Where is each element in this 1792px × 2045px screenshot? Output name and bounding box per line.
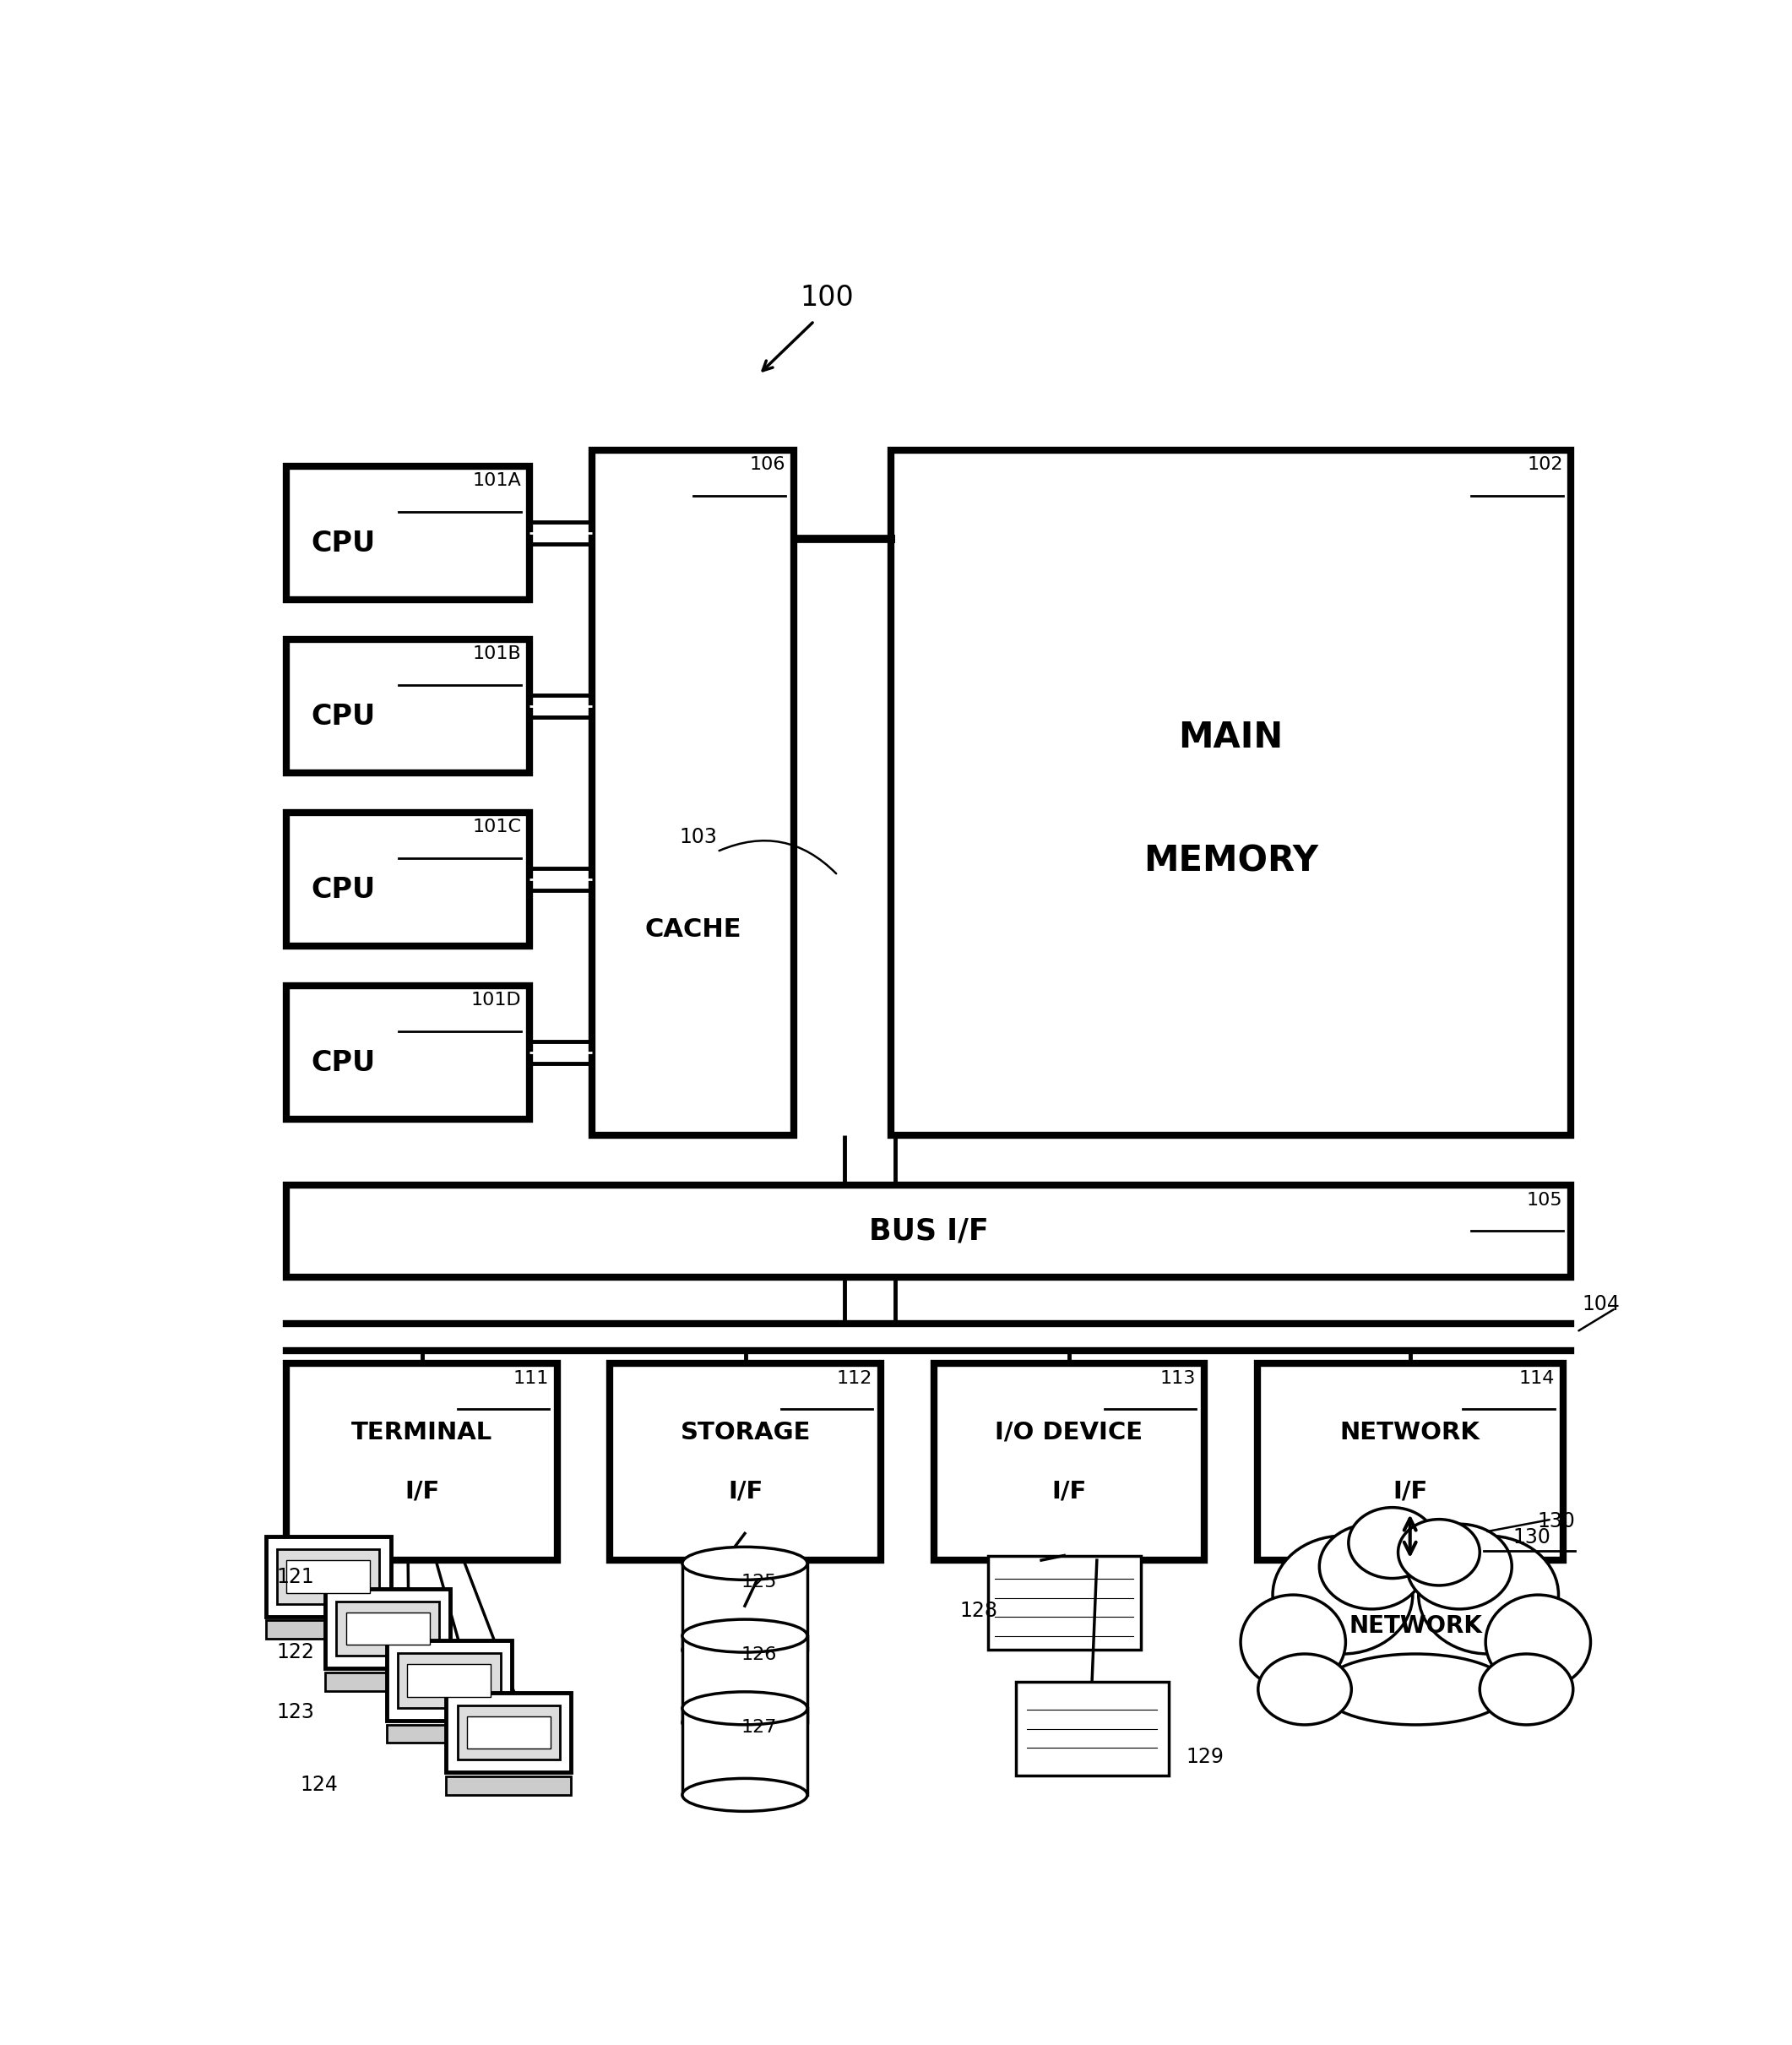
Ellipse shape <box>683 1779 806 1812</box>
Ellipse shape <box>683 1634 806 1667</box>
Bar <box>287 986 530 1119</box>
Bar <box>609 1364 882 1560</box>
Text: CPU: CPU <box>312 530 376 558</box>
Bar <box>683 1636 806 1722</box>
Bar <box>287 466 530 599</box>
Bar <box>398 1652 500 1708</box>
Bar <box>326 1589 450 1669</box>
Ellipse shape <box>1272 1536 1412 1654</box>
Ellipse shape <box>683 1691 806 1724</box>
Bar <box>457 1706 561 1761</box>
Bar <box>683 1562 806 1650</box>
Text: 130: 130 <box>1538 1511 1575 1532</box>
Text: CPU: CPU <box>312 1049 376 1078</box>
Ellipse shape <box>683 1620 806 1652</box>
Bar <box>326 1673 450 1691</box>
Ellipse shape <box>1480 1654 1573 1724</box>
Bar <box>265 1620 391 1638</box>
Ellipse shape <box>1398 1519 1480 1585</box>
Text: 122: 122 <box>276 1642 315 1663</box>
Text: BUS I/F: BUS I/F <box>869 1217 989 1245</box>
Text: 130: 130 <box>1512 1528 1550 1548</box>
Bar <box>891 450 1572 1135</box>
Text: 129: 129 <box>1186 1746 1224 1767</box>
Ellipse shape <box>1319 1524 1425 1609</box>
Text: 128: 128 <box>961 1601 998 1622</box>
Ellipse shape <box>1258 1654 1351 1724</box>
Text: CPU: CPU <box>312 703 376 730</box>
Ellipse shape <box>1321 1654 1511 1724</box>
Text: 124: 124 <box>301 1775 339 1796</box>
Bar <box>287 1560 369 1593</box>
Text: 103: 103 <box>679 826 717 847</box>
Bar <box>446 1777 572 1796</box>
Bar <box>1016 1681 1168 1775</box>
Bar <box>683 1708 806 1796</box>
Text: I/F: I/F <box>405 1479 439 1503</box>
Text: 104: 104 <box>1582 1294 1620 1315</box>
Text: 123: 123 <box>276 1701 315 1722</box>
Text: CACHE: CACHE <box>645 918 742 943</box>
Bar <box>287 1364 557 1560</box>
Text: I/F: I/F <box>1052 1479 1086 1503</box>
Bar <box>591 450 794 1135</box>
Text: CPU: CPU <box>312 875 376 904</box>
Text: I/F: I/F <box>728 1479 763 1503</box>
Bar <box>276 1550 380 1603</box>
Text: 125: 125 <box>740 1575 776 1591</box>
Ellipse shape <box>1328 1560 1503 1701</box>
Text: 100: 100 <box>801 284 855 311</box>
Text: 126: 126 <box>740 1646 776 1663</box>
Text: 101A: 101A <box>473 472 521 489</box>
Text: 127: 127 <box>740 1720 776 1736</box>
Text: 106: 106 <box>749 456 785 472</box>
Ellipse shape <box>1240 1595 1346 1689</box>
Bar <box>446 1693 572 1773</box>
Text: NETWORK: NETWORK <box>1349 1616 1482 1638</box>
Text: I/O DEVICE: I/O DEVICE <box>995 1421 1143 1444</box>
Text: 102: 102 <box>1527 456 1563 472</box>
Bar <box>387 1724 511 1742</box>
Bar <box>987 1556 1140 1650</box>
Text: TERMINAL: TERMINAL <box>351 1421 493 1444</box>
Ellipse shape <box>1486 1595 1591 1689</box>
Bar <box>1258 1364 1563 1560</box>
Bar <box>468 1716 550 1748</box>
Bar <box>346 1611 430 1644</box>
Bar <box>407 1665 491 1697</box>
Bar <box>287 812 530 947</box>
Text: 111: 111 <box>513 1370 548 1387</box>
Ellipse shape <box>1407 1524 1512 1609</box>
Text: 101C: 101C <box>473 818 521 836</box>
Text: 112: 112 <box>837 1370 873 1387</box>
Ellipse shape <box>1349 1507 1435 1579</box>
Text: I/F: I/F <box>1392 1479 1428 1503</box>
Bar <box>287 638 530 773</box>
Text: 121: 121 <box>276 1566 315 1587</box>
Text: STORAGE: STORAGE <box>681 1421 810 1444</box>
Bar <box>387 1640 511 1720</box>
Text: 114: 114 <box>1518 1370 1554 1387</box>
Text: MEMORY: MEMORY <box>1143 843 1319 879</box>
Ellipse shape <box>683 1546 806 1581</box>
Ellipse shape <box>683 1706 806 1738</box>
Bar <box>337 1601 439 1656</box>
Text: 101D: 101D <box>471 992 521 1008</box>
Text: 101B: 101B <box>473 646 521 663</box>
Text: NETWORK: NETWORK <box>1340 1421 1480 1444</box>
Bar <box>265 1536 391 1616</box>
Text: 113: 113 <box>1161 1370 1197 1387</box>
Text: MAIN: MAIN <box>1179 720 1283 755</box>
Bar <box>287 1186 1572 1276</box>
Bar <box>934 1364 1204 1560</box>
Ellipse shape <box>1419 1536 1559 1654</box>
Text: 105: 105 <box>1527 1192 1563 1209</box>
